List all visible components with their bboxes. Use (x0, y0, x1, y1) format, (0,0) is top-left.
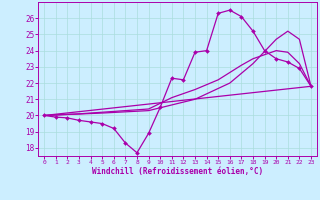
X-axis label: Windchill (Refroidissement éolien,°C): Windchill (Refroidissement éolien,°C) (92, 167, 263, 176)
